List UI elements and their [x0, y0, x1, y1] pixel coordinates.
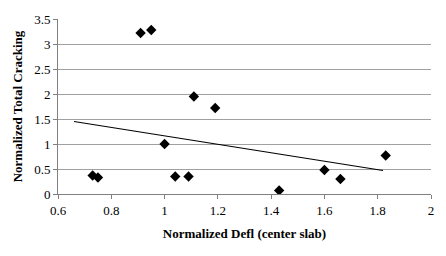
svg-text:Normalized Total Cracking: Normalized Total Cracking: [10, 30, 25, 182]
svg-text:0.8: 0.8: [103, 203, 119, 218]
svg-text:0.5: 0.5: [34, 162, 50, 177]
svg-text:0.6: 0.6: [50, 203, 67, 218]
svg-text:2.5: 2.5: [34, 62, 50, 77]
svg-text:1.4: 1.4: [263, 203, 280, 218]
svg-text:2: 2: [428, 203, 435, 218]
svg-text:1.8: 1.8: [370, 203, 386, 218]
svg-text:3: 3: [44, 37, 51, 52]
svg-text:0: 0: [44, 187, 51, 202]
svg-text:2: 2: [44, 87, 51, 102]
svg-text:Normalized Defl (center slab): Normalized Defl (center slab): [163, 226, 326, 241]
svg-text:1.5: 1.5: [34, 112, 50, 127]
svg-text:3.5: 3.5: [34, 12, 50, 27]
svg-text:1: 1: [44, 137, 51, 152]
svg-text:1.6: 1.6: [316, 203, 333, 218]
svg-text:1: 1: [161, 203, 168, 218]
svg-text:1.2: 1.2: [210, 203, 226, 218]
